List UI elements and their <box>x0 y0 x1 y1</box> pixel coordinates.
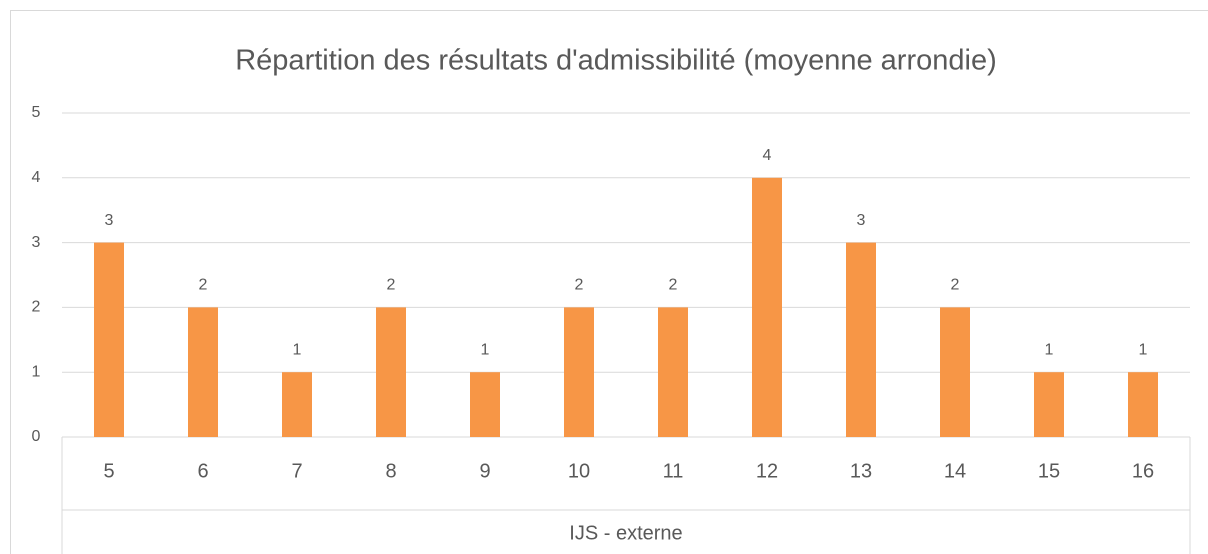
x-tick-label: 6 <box>197 460 208 482</box>
bar <box>752 177 782 438</box>
data-label: 3 <box>105 212 114 229</box>
data-label: 1 <box>1045 341 1054 358</box>
x-tick-label: 12 <box>756 460 778 482</box>
y-tick-label: 2 <box>32 299 41 316</box>
data-label: 2 <box>387 277 396 294</box>
x-tick-label: 13 <box>850 460 872 482</box>
bar <box>470 372 500 437</box>
x-tick-label: 16 <box>1132 460 1154 482</box>
y-tick-label: 0 <box>32 428 41 445</box>
x-tick-label: 11 <box>663 460 684 482</box>
data-label: 2 <box>951 277 960 294</box>
data-label: 4 <box>763 147 772 164</box>
data-label: 1 <box>1139 341 1148 358</box>
chart-frame <box>10 10 1208 554</box>
x-tick-label: 7 <box>291 460 302 482</box>
bar <box>376 307 406 437</box>
y-tick-label: 3 <box>32 234 41 251</box>
x-tick-label: 14 <box>944 460 966 482</box>
data-label: 2 <box>575 277 584 294</box>
y-tick-label: 4 <box>32 169 41 186</box>
y-tick-label: 1 <box>32 363 41 380</box>
bar <box>1128 372 1158 437</box>
data-label: 2 <box>199 277 208 294</box>
y-tick-label: 5 <box>32 104 41 121</box>
x-tick-label: 8 <box>385 460 396 482</box>
bar <box>940 307 970 437</box>
bar <box>188 307 218 437</box>
bar <box>564 307 594 437</box>
data-label: 3 <box>857 212 866 229</box>
data-label: 1 <box>293 341 302 358</box>
x-tick-label: 9 <box>479 460 490 482</box>
x-group-label: IJS - externe <box>569 522 682 544</box>
data-label: 2 <box>669 277 678 294</box>
bar <box>94 242 124 437</box>
bar <box>658 307 688 437</box>
x-tick-label: 5 <box>103 460 114 482</box>
x-tick-label: 10 <box>568 460 590 482</box>
bar <box>282 372 312 437</box>
bar <box>846 242 876 437</box>
chart-title: Répartition des résultats d'admissibilit… <box>235 45 997 77</box>
x-tick-label: 15 <box>1038 460 1060 482</box>
bar <box>1034 372 1064 437</box>
data-label: 1 <box>481 341 490 358</box>
